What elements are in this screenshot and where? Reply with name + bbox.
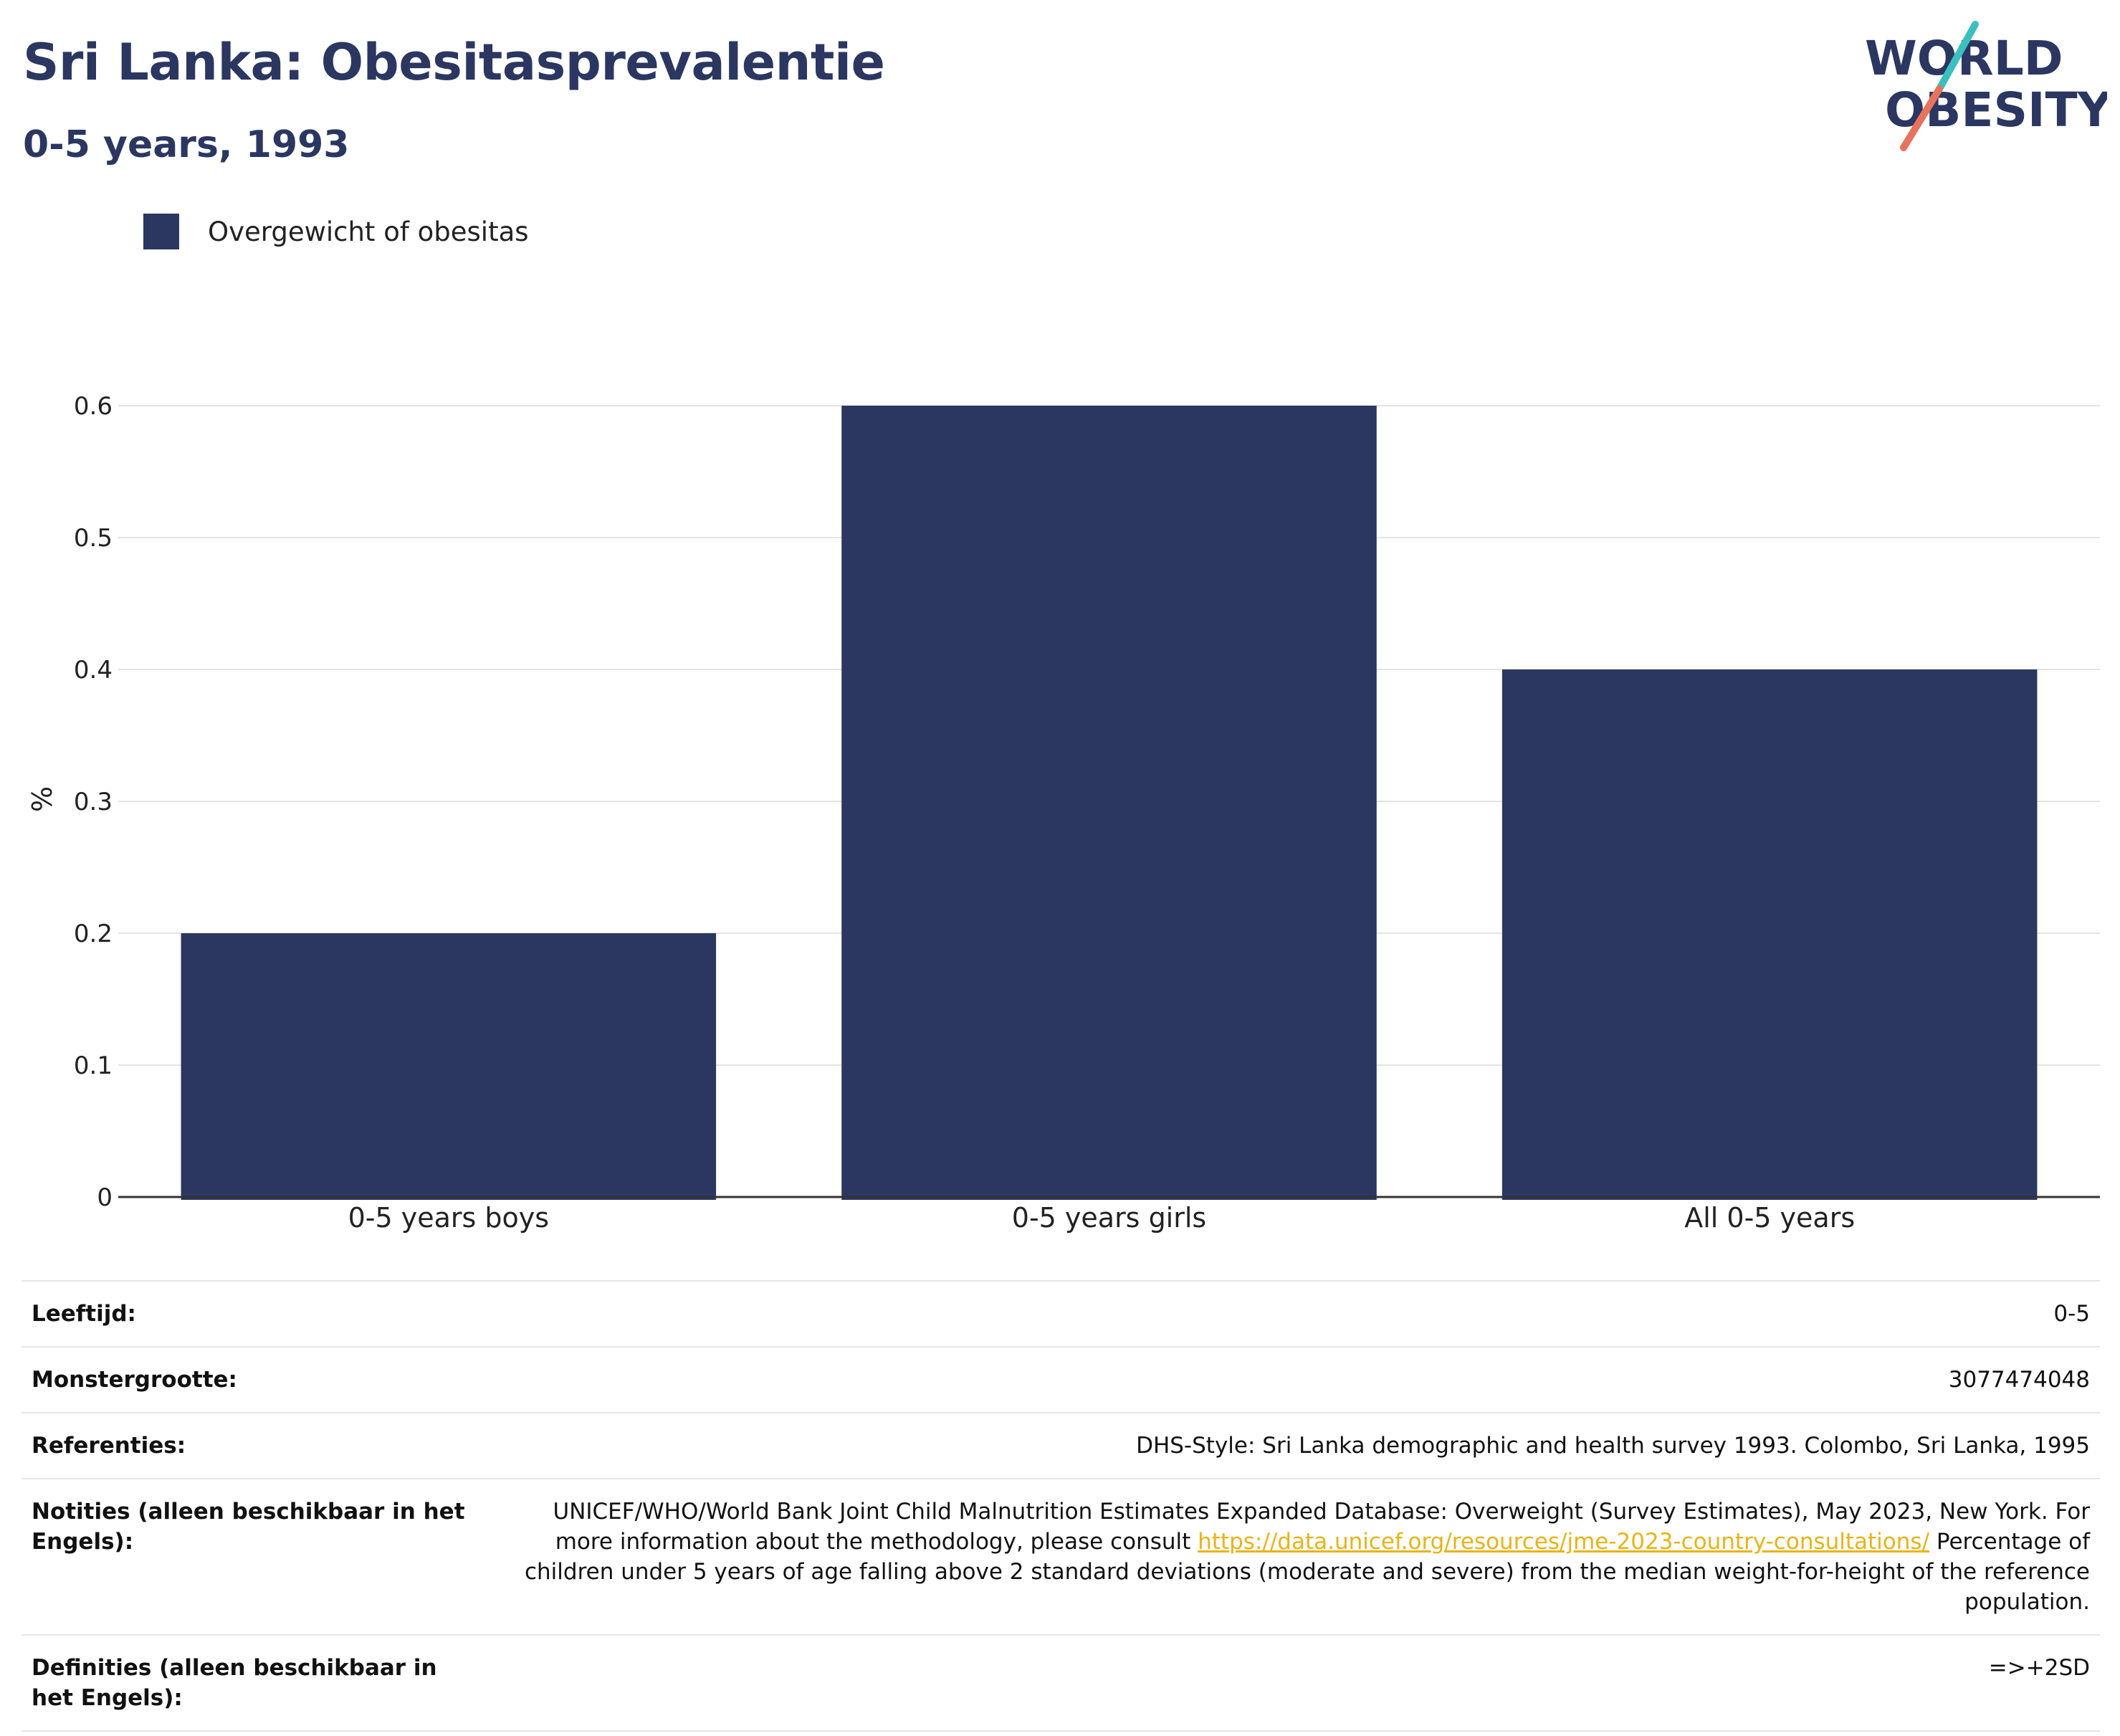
y-axis-label: % <box>27 786 58 812</box>
legend-label: Overgewicht of obesitas <box>208 216 529 247</box>
y-tick-label: 0.1 <box>74 1051 113 1080</box>
info-value: =>+2SD <box>486 1634 2100 1732</box>
x-tick-label: All 0-5 years <box>1684 1202 1855 1234</box>
info-row-references: Referenties: DHS-Style: Sri Lanka demogr… <box>22 1412 2100 1479</box>
x-tick-label: 0-5 years girls <box>1012 1202 1206 1234</box>
chart-subtitle: 0-5 years, 1993 <box>23 123 350 166</box>
chart-title: Sri Lanka: Obesitasprevalentie <box>23 33 885 92</box>
notes-text-definition: Percentage of children under 5 years of … <box>524 1529 2090 1615</box>
info-key: Referenties: <box>22 1412 486 1479</box>
info-key: Definities (alleen beschikbaar in het En… <box>22 1634 486 1732</box>
info-row-sample-size: Monstergrootte: 3077474048 <box>22 1346 2100 1413</box>
logo-slash-bottom <box>1900 85 1943 151</box>
world-obesity-logo[interactable]: WORLD OBESITY <box>1863 20 2107 156</box>
bar[interactable] <box>841 406 1377 1200</box>
y-tick-label: 0.2 <box>74 920 113 948</box>
y-tick-label: 0.3 <box>74 788 113 816</box>
info-value: 0-5 <box>486 1280 2100 1348</box>
info-key: Notities (alleen beschikbaar in het Enge… <box>22 1478 486 1636</box>
notes-text: UNICEF/WHO/World Bank Joint Child Malnut… <box>553 1499 2091 1555</box>
y-tick-label: 0.5 <box>74 524 113 553</box>
info-table: Leeftijd: 0-5 Monstergrootte: 3077474048… <box>22 1280 2100 1732</box>
info-row-notes: Notities (alleen beschikbaar in het Enge… <box>22 1478 2100 1636</box>
info-key: Monstergrootte: <box>22 1346 486 1413</box>
chart-legend[interactable]: Overgewicht of obesitas <box>143 212 529 251</box>
bar-chart: 0 0.1 0.2 0.3 0.4 0.5 0.6 0-5 years boys 0-5 yea… <box>27 392 2100 1234</box>
info-row-definitions: Definities (alleen beschikbaar in het En… <box>22 1634 2100 1732</box>
notes-link[interactable]: https://data.unicef.org/resources/jme-20… <box>1198 1529 1930 1555</box>
y-tick-label: 0.6 <box>74 392 113 421</box>
y-tick-label: 0 <box>97 1183 113 1212</box>
y-tick-label: 0.4 <box>74 656 113 685</box>
info-row-age: Leeftijd: 0-5 <box>22 1280 2100 1348</box>
logo-slash-top <box>1936 21 1979 92</box>
bar[interactable] <box>181 933 717 1200</box>
info-value-notes: UNICEF/WHO/World Bank Joint Child Malnut… <box>486 1478 2100 1636</box>
info-key: Leeftijd: <box>22 1280 486 1348</box>
x-tick-label: 0-5 years boys <box>348 1202 549 1234</box>
bar[interactable] <box>1501 669 2038 1200</box>
logo-text-obesity: OBESITY <box>1885 82 2107 138</box>
info-value: 3077474048 <box>486 1346 2100 1413</box>
info-value: DHS-Style: Sri Lanka demographic and hea… <box>486 1412 2100 1479</box>
legend-swatch <box>143 214 179 249</box>
